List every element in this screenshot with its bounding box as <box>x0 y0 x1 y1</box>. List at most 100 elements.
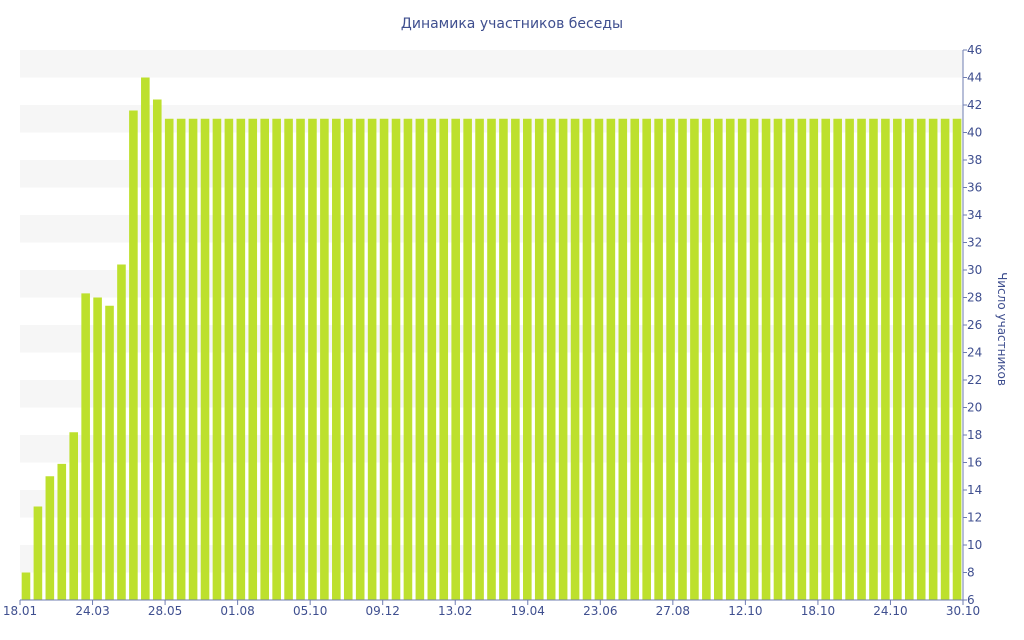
bar <box>164 118 174 600</box>
bar <box>881 118 890 600</box>
bar <box>367 118 377 600</box>
bar <box>534 118 544 600</box>
bar <box>308 118 317 600</box>
chart-title: Динамика участников беседы <box>401 16 623 32</box>
bar <box>618 118 628 600</box>
bar <box>105 305 114 600</box>
bar <box>272 118 281 600</box>
y-tick-label: 14 <box>967 483 982 497</box>
y-tick-label: 38 <box>967 153 982 167</box>
bar <box>379 118 389 600</box>
bar <box>558 118 568 600</box>
bar <box>654 118 663 600</box>
bar <box>176 118 186 600</box>
bars <box>21 77 962 600</box>
bar <box>45 476 55 600</box>
bar <box>809 118 819 600</box>
bar <box>236 118 246 600</box>
bar <box>57 463 67 600</box>
bar <box>642 118 651 600</box>
y-tick-label: 40 <box>967 126 982 140</box>
x-tick-label: 23.06 <box>583 604 617 618</box>
bar <box>821 118 831 600</box>
y-tick-label: 18 <box>967 428 982 442</box>
bar <box>224 118 234 600</box>
bar <box>833 118 842 600</box>
bar <box>487 118 496 600</box>
bar <box>463 118 472 600</box>
bar <box>152 99 162 600</box>
y-tick-label: 42 <box>967 98 982 112</box>
y-tick-label: 16 <box>967 456 982 470</box>
bar <box>928 118 938 600</box>
bar <box>260 118 269 600</box>
bar <box>952 118 962 600</box>
bar <box>343 118 353 600</box>
bar <box>785 118 795 600</box>
bar <box>893 118 902 600</box>
x-tick-label: 18.10 <box>801 604 835 618</box>
bar <box>391 118 401 600</box>
x-tick-label: 18.01 <box>3 604 37 618</box>
bar <box>332 118 341 600</box>
bar <box>594 118 604 600</box>
bar <box>81 293 90 600</box>
y-tick-label: 32 <box>967 236 982 250</box>
bar <box>439 118 449 600</box>
bar <box>546 118 556 600</box>
grid-band <box>20 50 963 78</box>
y-tick-label: 26 <box>967 318 982 332</box>
bar <box>188 118 198 600</box>
y-tick-label: 8 <box>967 566 975 580</box>
y-tick-label: 6 <box>967 593 975 607</box>
bar <box>904 118 914 600</box>
y-tick-label: 30 <box>967 263 982 277</box>
bar <box>141 77 150 600</box>
bar <box>797 118 807 600</box>
bar <box>33 506 43 600</box>
y-tick-label: 46 <box>967 43 982 57</box>
x-axis: 18.01 24.03 28.05 01.08 05.10 09.12 13.02 19.04… <box>3 600 980 618</box>
y-tick-label: 24 <box>967 346 982 360</box>
y-axis: 6 8 10 12 14 16 18 20 22 24 26 28 30 32 34 36 38 40 42 44 46 <box>963 43 982 607</box>
x-tick-label: 27.08 <box>656 604 690 618</box>
bar <box>355 118 365 600</box>
bar <box>725 118 735 600</box>
y-tick-label: 28 <box>967 291 982 305</box>
bar <box>916 118 926 600</box>
bar <box>714 118 723 600</box>
x-tick-label: 19.04 <box>511 604 545 618</box>
x-tick-label: 24.10 <box>873 604 907 618</box>
bar <box>320 118 329 600</box>
bar <box>511 118 520 600</box>
bar <box>630 118 640 600</box>
x-tick-label: 05.10 <box>293 604 327 618</box>
bar <box>451 118 460 600</box>
bar <box>702 118 711 600</box>
x-tick-label: 01.08 <box>220 604 254 618</box>
y-tick-label: 20 <box>967 401 982 415</box>
bar <box>666 118 675 600</box>
bar <box>690 118 699 600</box>
bar <box>117 264 126 600</box>
bar <box>606 118 616 600</box>
y-axis-label: Число участников <box>995 272 1009 386</box>
bar <box>678 118 687 600</box>
bar <box>284 118 293 600</box>
bar <box>857 118 866 600</box>
bar <box>427 118 437 600</box>
y-tick-label: 10 <box>967 538 982 552</box>
x-tick-label: 09.12 <box>366 604 400 618</box>
x-tick-label: 24.03 <box>75 604 109 618</box>
bar <box>296 118 305 600</box>
x-tick-label: 13.02 <box>438 604 472 618</box>
bar <box>415 118 425 600</box>
bar <box>737 118 747 600</box>
bar <box>582 118 592 600</box>
x-tick-label: 12.10 <box>728 604 762 618</box>
bar <box>212 118 222 600</box>
bar <box>499 118 508 600</box>
bar <box>129 110 138 600</box>
